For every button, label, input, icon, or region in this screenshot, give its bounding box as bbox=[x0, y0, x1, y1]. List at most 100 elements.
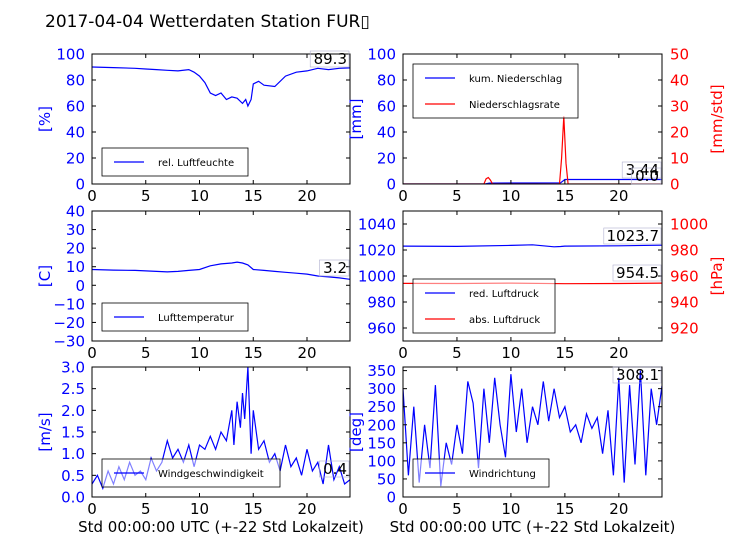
value-box bbox=[319, 460, 350, 478]
legend-entry: abs. Luftdruck bbox=[469, 315, 540, 326]
y-tick-label: 1.0 bbox=[61, 445, 85, 463]
legend-box bbox=[412, 278, 556, 334]
x-tick-label: 0 bbox=[398, 344, 408, 362]
x-tick-label: 10 bbox=[190, 344, 209, 362]
series-line-lufttemperatur bbox=[92, 261, 350, 280]
x-tick-label: 5 bbox=[141, 344, 151, 362]
x-tick-label: 0 bbox=[398, 500, 408, 518]
y-tick-label: 60 bbox=[66, 98, 85, 116]
y-axis-label: [mm] bbox=[347, 99, 365, 140]
y-tick-label: 80 bbox=[66, 72, 85, 90]
x-axis-label: Std 00:00:00 UTC (+-22 Std Lokalzeit) bbox=[390, 518, 676, 536]
y-tick-label: 250 bbox=[367, 398, 396, 416]
y-axis-label: [m/s] bbox=[36, 412, 54, 451]
y-tick-label: 60 bbox=[377, 98, 396, 116]
last-value-label: 89.3 bbox=[314, 50, 347, 68]
x-tick-label: 5 bbox=[452, 500, 462, 518]
legend-box bbox=[412, 63, 579, 119]
x-tick-label: 10 bbox=[501, 187, 520, 205]
legend-entry: red. Luftdruck bbox=[469, 289, 539, 300]
y-tick-label: −10 bbox=[53, 295, 85, 313]
last-value-label: 3.44 bbox=[626, 161, 659, 179]
y-right-tick-label: 1000 bbox=[670, 216, 708, 234]
y-tick-label: 0.5 bbox=[61, 467, 85, 485]
x-tick-label: 10 bbox=[190, 500, 209, 518]
y-axis-label: [deg] bbox=[347, 412, 365, 452]
value-box bbox=[631, 167, 662, 185]
y-tick-label: 20 bbox=[377, 150, 396, 168]
plot-frame bbox=[91, 210, 351, 342]
legend-entry: kum. Niederschlag bbox=[469, 74, 562, 85]
x-tick-label: 20 bbox=[609, 500, 628, 518]
y-tick-label: 0 bbox=[386, 489, 396, 507]
last-value-label: 954.5 bbox=[616, 264, 659, 282]
x-tick-label: 20 bbox=[297, 344, 316, 362]
value-box bbox=[612, 264, 662, 282]
y-tick-label: 2.0 bbox=[61, 402, 85, 420]
x-tick-label: 15 bbox=[244, 500, 263, 518]
y-tick-label: 40 bbox=[66, 124, 85, 142]
legend-entry: Niederschlagsrate bbox=[469, 100, 560, 111]
legend-entry: Windgeschwindigkeit bbox=[158, 469, 264, 480]
legend: kum. Niederschlag Niederschlagsrate bbox=[412, 63, 579, 119]
y-tick-label: 30 bbox=[66, 221, 85, 239]
legend: red. Luftdruck abs. Luftdruck bbox=[412, 278, 556, 334]
y-right-tick-label: 20 bbox=[670, 124, 689, 142]
y-tick-label: 3.0 bbox=[61, 359, 85, 377]
y-right-axis-label: [hPa] bbox=[708, 257, 726, 296]
plot-frame bbox=[402, 366, 663, 498]
y-tick-label: 100 bbox=[367, 46, 396, 64]
y-right-tick-label: 10 bbox=[670, 150, 689, 168]
series-line-windrichtung bbox=[403, 370, 662, 487]
y-tick-label: 20 bbox=[66, 240, 85, 258]
value-box bbox=[603, 227, 662, 245]
x-tick-label: 20 bbox=[297, 500, 316, 518]
x-tick-label: 0 bbox=[87, 187, 97, 205]
legend-entry: Lufttemperatur bbox=[158, 313, 235, 324]
series-line-rel-luftfeuchte bbox=[92, 66, 350, 108]
y-right-tick-label: 920 bbox=[670, 320, 699, 338]
x-tick-label: 15 bbox=[244, 344, 263, 362]
y-tick-label: 0 bbox=[75, 277, 85, 295]
chart-panel-windspeed: 0 5 10 15 20 0.0 0.5 1.0 1.5 2.0 2.5 3.0 [m/s] Std 00… bbox=[36, 359, 364, 537]
legend: Windgeschwindigkeit bbox=[101, 458, 281, 488]
legend: Lufttemperatur bbox=[101, 302, 249, 332]
y-tick-label: 1020 bbox=[358, 242, 396, 260]
last-value-label: 3.2 bbox=[323, 259, 347, 277]
last-value-label: 308.1 bbox=[616, 366, 659, 384]
plot-frame bbox=[91, 53, 351, 185]
series-line-kum-niederschlag bbox=[403, 178, 662, 184]
value-box bbox=[319, 259, 350, 277]
y-tick-label: 10 bbox=[66, 258, 85, 276]
x-tick-label: 5 bbox=[452, 187, 462, 205]
y-tick-label: 1.5 bbox=[61, 424, 85, 442]
x-tick-label: 5 bbox=[141, 187, 151, 205]
value-box bbox=[612, 366, 662, 384]
y-tick-label: 1040 bbox=[358, 216, 396, 234]
y-axis-label: [%] bbox=[36, 106, 54, 132]
x-tick-label: 0 bbox=[87, 344, 97, 362]
x-tick-label: 20 bbox=[297, 187, 316, 205]
y-tick-label: 300 bbox=[367, 380, 396, 398]
y-tick-label: 40 bbox=[377, 124, 396, 142]
chart-panel-pressure: 0 5 10 15 20 960 980 1000 1020 1040 920 940 960 980 10… bbox=[358, 210, 726, 362]
y-right-tick-label: 50 bbox=[670, 46, 689, 64]
legend-entry: rel. Luftfeuchte bbox=[158, 158, 234, 169]
x-tick-label: 10 bbox=[501, 344, 520, 362]
y-tick-label: 0.0 bbox=[61, 489, 85, 507]
y-tick-label: 960 bbox=[367, 320, 396, 338]
y-right-tick-label: 940 bbox=[670, 294, 699, 312]
series-line-red-luftdruck bbox=[403, 244, 662, 248]
y-tick-label: 100 bbox=[367, 452, 396, 470]
y-tick-label: 80 bbox=[377, 72, 396, 90]
last-value-label: 1023.7 bbox=[607, 227, 660, 245]
y-axis-label: [C] bbox=[36, 265, 54, 287]
y-tick-label: 2.5 bbox=[61, 380, 85, 398]
y-right-tick-label: 0 bbox=[670, 176, 680, 194]
y-tick-label: −20 bbox=[53, 314, 85, 332]
x-tick-label: 15 bbox=[555, 344, 574, 362]
x-tick-label: 20 bbox=[609, 187, 628, 205]
x-axis-label: Std 00:00:00 UTC (+-22 Std Lokalzeit) bbox=[78, 518, 364, 536]
